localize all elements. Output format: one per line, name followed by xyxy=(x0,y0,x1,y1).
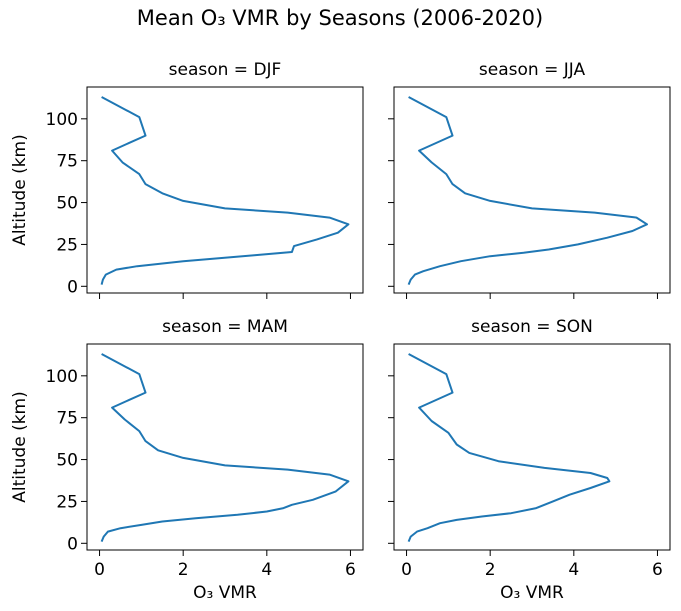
x-tick-label: 2 xyxy=(178,560,189,580)
y-axis-label: Altitude (km) xyxy=(10,134,30,246)
subplot-2: season = JJA xyxy=(388,60,671,299)
subplot-3: 0 25 50 75 100 0 2 4 6 season = MAM O₃ VMR Altitude… xyxy=(10,317,364,603)
x-tick-label: 4 xyxy=(261,560,272,580)
series-line xyxy=(407,353,611,542)
x-axis-label: O₃ VMR xyxy=(500,583,564,603)
subplot-4: 0 2 4 6 season = SON O₃ VMR xyxy=(388,317,671,603)
series-line xyxy=(100,353,350,542)
y-tick-label: 25 xyxy=(56,492,78,512)
series-line xyxy=(407,96,648,285)
axes-frame xyxy=(393,86,671,294)
subplot-grid: 0 25 50 75 100 season = DJF Altitude (km) seaso… xyxy=(10,60,671,603)
figure-title: Mean O₃ VMR by Seasons (2006-2020) xyxy=(137,6,543,30)
x-tick-label: 6 xyxy=(652,560,663,580)
y-tick-label: 75 xyxy=(56,152,78,172)
x-tick-label: 2 xyxy=(485,560,496,580)
axes-frame xyxy=(393,343,671,551)
x-axis-label: O₃ VMR xyxy=(193,583,257,603)
y-axis-label: Altitude (km) xyxy=(10,391,30,503)
axes-frame xyxy=(86,343,364,551)
series-line xyxy=(100,96,350,285)
y-tick-label: 50 xyxy=(56,451,78,471)
y-tick-label: 100 xyxy=(46,110,78,130)
y-tick-label: 50 xyxy=(56,194,78,214)
y-tick-label: 100 xyxy=(46,367,78,387)
subplot-1: 0 25 50 75 100 season = DJF Altitude (km) xyxy=(10,60,364,299)
y-tick-label: 75 xyxy=(56,409,78,429)
subplot-title: season = MAM xyxy=(162,317,288,337)
y-tick-label: 0 xyxy=(67,534,78,554)
subplot-title: season = JJA xyxy=(479,60,586,80)
subplot-title: season = DJF xyxy=(169,60,282,80)
x-tick-label: 4 xyxy=(568,560,579,580)
y-tick-label: 0 xyxy=(67,277,78,297)
y-tick-label: 25 xyxy=(56,235,78,255)
x-tick-label: 0 xyxy=(401,560,412,580)
x-tick-label: 6 xyxy=(345,560,356,580)
subplot-title: season = SON xyxy=(471,317,593,337)
x-tick-label: 0 xyxy=(94,560,105,580)
axes-frame xyxy=(86,86,364,294)
